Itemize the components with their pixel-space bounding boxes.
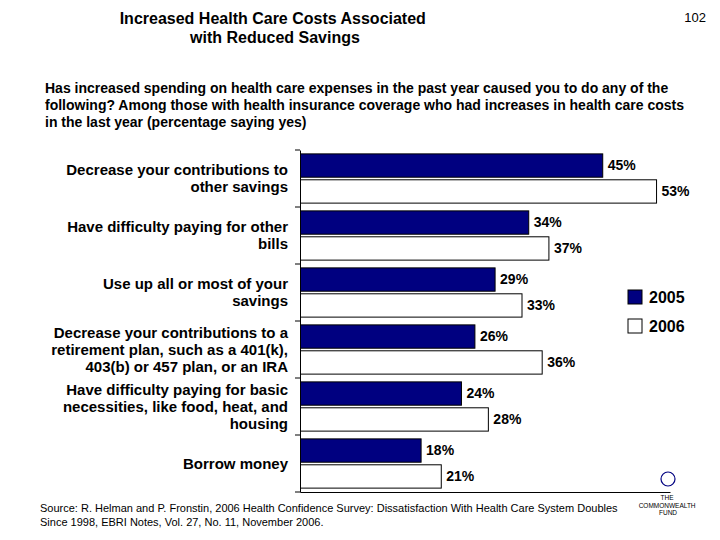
legend-swatch (628, 290, 642, 304)
text-line: Decrease your contributions to a (54, 324, 289, 341)
chart-container: Increased Health Care Costs Associated w… (0, 0, 720, 540)
text-line: Borrow money (183, 455, 289, 472)
title: Increased Health Care Costs Associated w… (120, 10, 431, 46)
y-tick-label: Have difficulty paying for basic necessi… (59, 381, 288, 432)
logo-emblem (661, 472, 675, 486)
bar (300, 325, 475, 348)
data-label: 53% (662, 183, 691, 199)
data-label: 18% (426, 442, 455, 458)
text-line: in the last year (percentage saying yes) (45, 114, 306, 130)
text-line: THE (661, 494, 676, 501)
y-tick: Use up all or most of your savings (103, 275, 300, 309)
data-label: 24% (466, 385, 495, 401)
y-tick: Have difficulty paying for other bills (67, 218, 300, 252)
text-line: Increased Health Care Costs Associated (120, 10, 431, 27)
text-line: following? Among those with health insur… (45, 97, 688, 113)
background (0, 0, 720, 540)
text-line: with Reduced Savings (189, 29, 360, 46)
separator-tick (295, 492, 300, 493)
separator-tick (295, 435, 300, 436)
text-line: Use up all or most of your (103, 275, 288, 292)
text-line: savings (228, 292, 288, 309)
data-label: 37% (554, 240, 583, 256)
text-line: Have difficulty paying for basic (66, 381, 288, 398)
text-line: Have difficulty paying for other (67, 218, 288, 235)
y-tick: Decrease your contributions to a retirem… (47, 324, 300, 375)
data-label: 26% (480, 328, 509, 344)
data-label: 28% (493, 411, 522, 427)
bar (300, 154, 603, 177)
y-tick-label: Have difficulty paying for other bills (67, 218, 288, 252)
separator-tick (295, 207, 300, 208)
bars (300, 154, 657, 488)
page-number: 102 (684, 10, 706, 25)
data-label: 21% (446, 468, 475, 484)
subtitle: Has increased spending on health care ex… (45, 80, 688, 130)
chart-svg: Increased Health Care Costs Associated w… (0, 0, 720, 540)
text-line: housing (226, 415, 289, 432)
text-line: 403(b) or 457 plan, or an IRA (81, 358, 288, 375)
y-axis-line (300, 151, 301, 493)
x-axis-line (301, 492, 671, 493)
logo: THE COMMONWEALTH FUND (639, 472, 698, 516)
y-tick: Have difficulty paying for basic necessi… (59, 381, 300, 432)
text-line: Has increased spending on health care ex… (45, 80, 672, 96)
bar (300, 237, 549, 260)
category-separators (295, 150, 300, 492)
data-label: 33% (527, 297, 556, 313)
bar (300, 211, 529, 234)
y-tick: Decrease your contributions to other sav… (66, 161, 300, 195)
text-line: bills (254, 235, 288, 252)
text-line: Since 1998, EBRI Notes, Vol. 27, No. 11,… (40, 516, 324, 528)
data-label: 29% (500, 271, 529, 287)
bar (300, 465, 441, 488)
bar (300, 294, 522, 317)
separator-tick (295, 321, 300, 322)
text-line: necessities, like food, heat, and (59, 398, 288, 415)
legend-swatch (628, 319, 642, 333)
y-tick-label: Decrease your contributions to a retirem… (47, 324, 289, 375)
y-tick: Borrow money (183, 455, 300, 472)
legend-label: 2006 (649, 318, 685, 335)
bar (300, 408, 488, 431)
bar (300, 351, 542, 374)
text-line: FUND (659, 509, 677, 516)
x-axis (301, 492, 671, 493)
separator-tick (295, 264, 300, 265)
bar (300, 439, 421, 462)
y-tick-label: Borrow money (183, 455, 289, 472)
text-line: other savings (186, 178, 288, 195)
separator-tick (295, 150, 300, 151)
y-tick-label: Use up all or most of your savings (103, 275, 288, 309)
text-line: Source: R. Helman and P. Fronstin, 2006 … (40, 502, 621, 514)
text-line: retirement plan, such as a 401(k), (47, 341, 288, 358)
y-tick-label: Decrease your contributions to other sav… (66, 161, 288, 195)
data-label: 36% (547, 354, 576, 370)
bar (300, 180, 657, 203)
text-line: COMMONWEALTH (639, 502, 698, 509)
bar (300, 268, 495, 291)
text-line: Decrease your contributions to (66, 161, 288, 178)
logo-text: THE COMMONWEALTH FUND (639, 494, 698, 516)
legend: 2005 2006 (628, 289, 685, 335)
bar (300, 382, 461, 405)
source: Source: R. Helman and P. Fronstin, 2006 … (40, 502, 621, 528)
separator-tick (295, 378, 300, 379)
data-label: 34% (534, 214, 563, 230)
legend-label: 2005 (649, 289, 685, 306)
y-axis: Decrease your contributions to other sav… (47, 151, 300, 493)
data-labels: 45% 34% 29% 26% 24% 18% 53% 37% 33% 36% 28% 21% (426, 157, 690, 484)
data-label: 45% (608, 157, 637, 173)
